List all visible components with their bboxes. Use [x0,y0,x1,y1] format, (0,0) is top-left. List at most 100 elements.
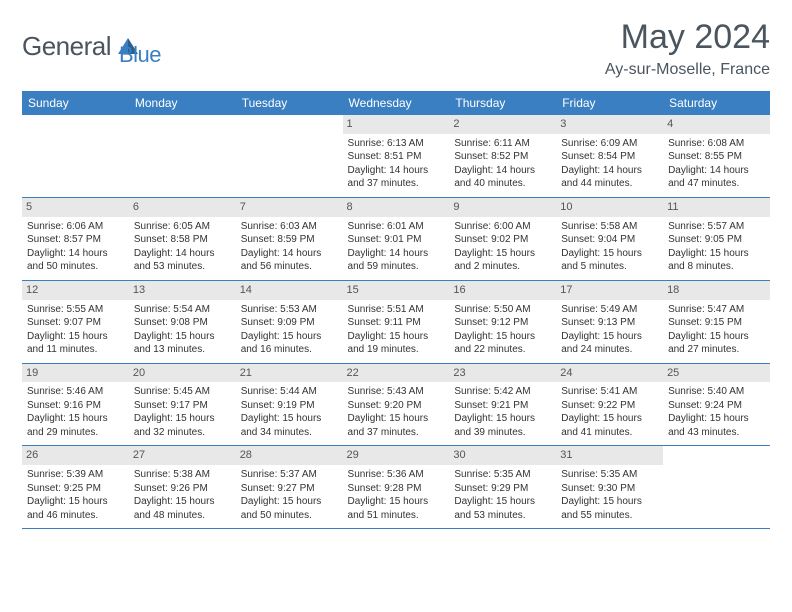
day-number: 9 [449,198,556,217]
daylight-line: Daylight: 15 hours and 13 minutes. [134,330,231,357]
day-number: 5 [22,198,129,217]
calendar-day-cell [236,115,343,197]
daylight-line: Daylight: 14 hours and 37 minutes. [348,164,445,191]
calendar-day-cell [129,115,236,197]
sunrise-line: Sunrise: 5:46 AM [27,385,124,399]
calendar-day-cell: 4Sunrise: 6:08 AMSunset: 8:55 PMDaylight… [663,115,770,197]
calendar-day-cell: 18Sunrise: 5:47 AMSunset: 9:15 PMDayligh… [663,280,770,363]
weekday-header: Wednesday [343,91,450,115]
daylight-line: Daylight: 15 hours and 55 minutes. [561,495,658,522]
sunrise-line: Sunrise: 5:35 AM [454,468,551,482]
sunset-line: Sunset: 8:57 PM [27,233,124,247]
day-number: 21 [236,364,343,383]
sunrise-line: Sunrise: 6:11 AM [454,137,551,151]
sunrise-line: Sunrise: 6:05 AM [134,220,231,234]
day-number: 14 [236,281,343,300]
sunrise-line: Sunrise: 6:00 AM [454,220,551,234]
daylight-line: Daylight: 15 hours and 41 minutes. [561,412,658,439]
calendar-day-cell: 31Sunrise: 5:35 AMSunset: 9:30 PMDayligh… [556,446,663,529]
calendar-day-cell: 12Sunrise: 5:55 AMSunset: 9:07 PMDayligh… [22,280,129,363]
weekday-header: Thursday [449,91,556,115]
daylight-line: Daylight: 15 hours and 50 minutes. [241,495,338,522]
calendar-day-cell: 19Sunrise: 5:46 AMSunset: 9:16 PMDayligh… [22,363,129,446]
sunset-line: Sunset: 9:21 PM [454,399,551,413]
sunrise-line: Sunrise: 5:58 AM [561,220,658,234]
calendar-day-cell: 2Sunrise: 6:11 AMSunset: 8:52 PMDaylight… [449,115,556,197]
day-number: 27 [129,446,236,465]
calendar-day-cell: 14 Sunrise: 5:53 AMSunset: 9:09 PMDayligh… [236,280,343,363]
sunset-line: Sunset: 9:04 PM [561,233,658,247]
daylight-line: Daylight: 15 hours and 8 minutes. [668,247,765,274]
day-number: 19 [22,364,129,383]
day-number: 26 [22,446,129,465]
calendar-day-cell: 10Sunrise: 5:58 AMSunset: 9:04 PMDayligh… [556,197,663,280]
sunrise-line: Sunrise: 5:55 AM [27,303,124,317]
calendar-day-cell: 5Sunrise: 6:06 AMSunset: 8:57 PMDaylight… [22,197,129,280]
calendar-day-cell: 22Sunrise: 5:43 AMSunset: 9:20 PMDayligh… [343,363,450,446]
sunset-line: Sunset: 9:05 PM [668,233,765,247]
sunset-line: Sunset: 8:59 PM [241,233,338,247]
sunrise-line: Sunrise: 5:38 AM [134,468,231,482]
sunset-line: Sunset: 9:22 PM [561,399,658,413]
day-number: 28 [236,446,343,465]
day-number: 23 [449,364,556,383]
weekday-header: Tuesday [236,91,343,115]
calendar-day-cell: 3Sunrise: 6:09 AMSunset: 8:54 PMDaylight… [556,115,663,197]
daylight-line: Daylight: 14 hours and 59 minutes. [348,247,445,274]
sunset-line: Sunset: 9:25 PM [27,482,124,496]
day-number: 24 [556,364,663,383]
sunrise-line: Sunrise: 5:53 AM [241,303,338,317]
sunrise-line: Sunrise: 5:41 AM [561,385,658,399]
daylight-line: Daylight: 14 hours and 56 minutes. [241,247,338,274]
sunrise-line: Sunrise: 5:57 AM [668,220,765,234]
calendar-head: SundayMondayTuesdayWednesdayThursdayFrid… [22,91,770,115]
sunset-line: Sunset: 9:15 PM [668,316,765,330]
sunset-line: Sunset: 9:26 PM [134,482,231,496]
sunrise-line: Sunrise: 5:47 AM [668,303,765,317]
header: General Blue May 2024 Ay-sur-Moselle, Fr… [22,18,770,79]
sunrise-line: Sunrise: 5:45 AM [134,385,231,399]
sunrise-line: Sunrise: 5:44 AM [241,385,338,399]
sunset-line: Sunset: 8:58 PM [134,233,231,247]
calendar-day-cell: 30Sunrise: 5:35 AMSunset: 9:29 PMDayligh… [449,446,556,529]
calendar-day-cell: 20Sunrise: 5:45 AMSunset: 9:17 PMDayligh… [129,363,236,446]
daylight-line: Daylight: 14 hours and 44 minutes. [561,164,658,191]
location-label: Ay-sur-Moselle, France [605,61,770,79]
sunset-line: Sunset: 9:09 PM [241,316,338,330]
calendar-day-cell: 9Sunrise: 6:00 AMSunset: 9:02 PMDaylight… [449,197,556,280]
sunset-line: Sunset: 9:12 PM [454,316,551,330]
day-number: 2 [449,115,556,134]
daylight-line: Daylight: 15 hours and 39 minutes. [454,412,551,439]
calendar-body: 1Sunrise: 6:13 AMSunset: 8:51 PMDaylight… [22,115,770,529]
sunrise-line: Sunrise: 5:37 AM [241,468,338,482]
daylight-line: Daylight: 15 hours and 32 minutes. [134,412,231,439]
daylight-line: Daylight: 15 hours and 48 minutes. [134,495,231,522]
day-number: 15 [343,281,450,300]
sunset-line: Sunset: 9:11 PM [348,316,445,330]
sunset-line: Sunset: 8:52 PM [454,150,551,164]
calendar-table: SundayMondayTuesdayWednesdayThursdayFrid… [22,91,770,529]
calendar-day-cell: 7Sunrise: 6:03 AMSunset: 8:59 PMDaylight… [236,197,343,280]
weekday-header: Sunday [22,91,129,115]
day-number: 12 [22,281,129,300]
sunrise-line: Sunrise: 5:39 AM [27,468,124,482]
sunrise-line: Sunrise: 6:01 AM [348,220,445,234]
calendar-day-cell: 27 Sunrise: 5:38 AMSunset: 9:26 PMDayligh… [129,446,236,529]
day-number: 10 [556,198,663,217]
daylight-line: Daylight: 15 hours and 24 minutes. [561,330,658,357]
calendar-day-cell [22,115,129,197]
daylight-line: Daylight: 15 hours and 16 minutes. [241,330,338,357]
title-block: May 2024 Ay-sur-Moselle, France [605,18,770,79]
day-number: 1 [343,115,450,134]
sunset-line: Sunset: 9:20 PM [348,399,445,413]
daylight-line: Daylight: 15 hours and 11 minutes. [27,330,124,357]
sunrise-line: Sunrise: 5:54 AM [134,303,231,317]
day-number: 18 [663,281,770,300]
calendar-day-cell: 1Sunrise: 6:13 AMSunset: 8:51 PMDaylight… [343,115,450,197]
day-number: 13 [129,281,236,300]
calendar-day-cell: 13Sunrise: 5:54 AMSunset: 9:08 PMDayligh… [129,280,236,363]
sunrise-line: Sunrise: 6:08 AM [668,137,765,151]
sunrise-line: Sunrise: 6:13 AM [348,137,445,151]
calendar-day-cell: 28Sunrise: 5:37 AMSunset: 9:27 PMDayligh… [236,446,343,529]
sunset-line: Sunset: 9:13 PM [561,316,658,330]
